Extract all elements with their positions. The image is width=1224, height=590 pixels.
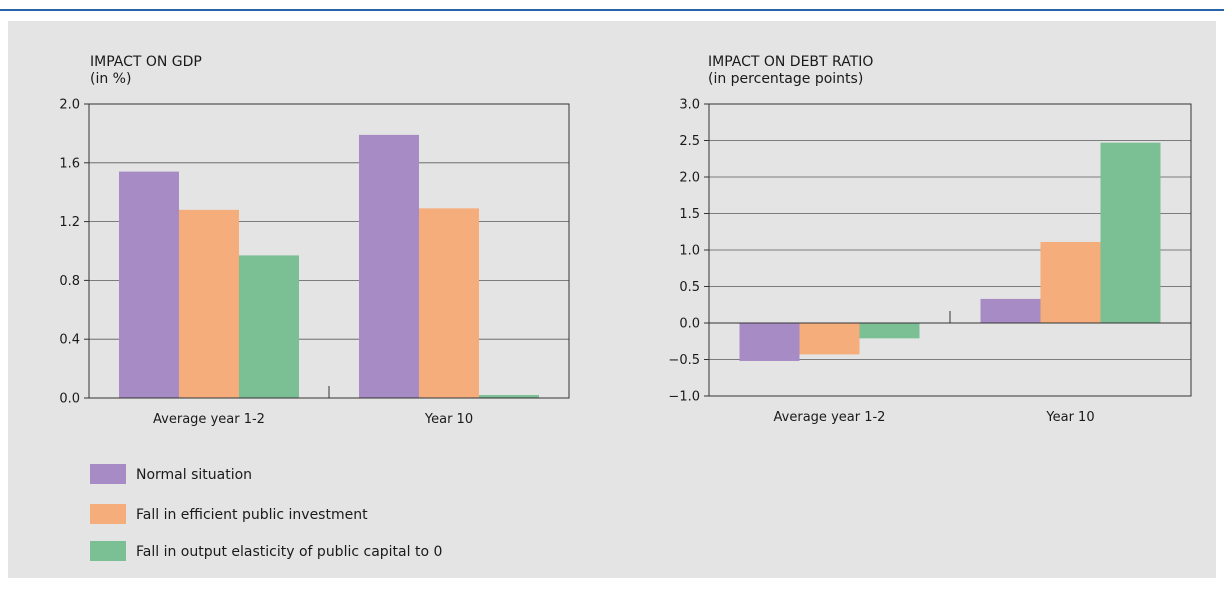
debt-plot-frame — [708, 103, 1192, 397]
bar-fall-in-output-elasticity-of-public-capital-to-0-year-10 — [1100, 142, 1161, 323]
bar-fall-in-output-elasticity-of-public-capital-to-0-year-10 — [479, 395, 539, 398]
bar-normal-situation-year-10 — [359, 134, 419, 398]
x-category-label: Average year 1-2 — [774, 410, 886, 425]
legend-item-normal-situation: Normal situation — [90, 464, 252, 484]
legend-item-fall-in-output-elasticity: Fall in output elasticity of public capi… — [90, 541, 442, 561]
bar-normal-situation-average-year-1-2 — [739, 323, 800, 361]
x-category-label: Year 10 — [1045, 410, 1094, 425]
y-tick-label: 0.0 — [59, 392, 80, 407]
chart-legend: Normal situation Fall in efficient publi… — [90, 464, 442, 561]
y-tick-label: 1.0 — [679, 244, 700, 259]
bar-fall-in-output-elasticity-of-public-capital-to-0-average-year-1-2 — [859, 323, 920, 339]
x-category-label: Year 10 — [424, 412, 473, 427]
gdp-chart-title: IMPACT ON GDP — [90, 54, 202, 70]
legend-swatch-fall-in-output-elasticity — [90, 541, 126, 561]
bar-normal-situation-average-year-1-2 — [119, 171, 179, 398]
y-tick-label: 1.5 — [679, 207, 700, 222]
debt-x-axis: Average year 1-2 Year 10 — [774, 311, 1095, 425]
y-tick-label: −1.0 — [668, 390, 700, 405]
debt-chart-subtitle: (in percentage points) — [708, 71, 863, 87]
bar-fall-in-efficient-public-investment-year-10 — [1040, 241, 1101, 323]
bar-fall-in-efficient-public-investment-year-10 — [419, 208, 479, 398]
legend-swatch-fall-in-efficient-public-investment — [90, 504, 126, 524]
bar-normal-situation-year-10 — [980, 298, 1041, 323]
y-tick-label: −0.5 — [668, 353, 700, 368]
y-tick-label: 1.6 — [59, 156, 80, 171]
y-tick-label: 1.2 — [59, 215, 80, 230]
bar-fall-in-efficient-public-investment-average-year-1-2 — [799, 323, 860, 355]
legend-label-fall-in-output-elasticity: Fall in output elasticity of public capi… — [136, 544, 442, 560]
y-tick-label: 2.0 — [59, 98, 80, 113]
gdp-bars — [89, 134, 569, 399]
x-category-label: Average year 1-2 — [153, 412, 265, 427]
y-tick-label: 0.8 — [59, 274, 80, 289]
bar-fall-in-efficient-public-investment-average-year-1-2 — [179, 209, 239, 398]
y-tick-label: 2.0 — [679, 171, 700, 186]
legend-item-fall-in-efficient-public-investment: Fall in efficient public investment — [90, 504, 368, 524]
gdp-chart-subtitle: (in %) — [90, 71, 131, 87]
top-rule — [0, 9, 1224, 11]
debt-bars — [709, 142, 1191, 361]
gdp-plot-frame — [88, 103, 570, 399]
gdp-y-axis: 0.0 0.4 0.8 1.2 1.6 2.0 — [59, 98, 89, 407]
legend-swatch-normal-situation — [90, 464, 126, 484]
gdp-chart: IMPACT ON GDP (in %) 0.00.40.81.21.62.0 … — [59, 54, 570, 427]
gdp-x-axis: Average year 1-2 Year 10 — [153, 386, 473, 427]
y-tick-label: 0.0 — [679, 317, 700, 332]
y-tick-label: 2.5 — [679, 134, 700, 149]
debt-chart-title: IMPACT ON DEBT RATIO — [708, 54, 873, 70]
bar-fall-in-output-elasticity-of-public-capital-to-0-average-year-1-2 — [239, 255, 299, 398]
legend-label-normal-situation: Normal situation — [136, 467, 252, 483]
debt-y-axis: −1.0 −0.5 0.0 0.5 1.0 1.5 2.0 2.5 3.0 — [668, 98, 709, 405]
y-tick-label: 0.4 — [59, 333, 80, 348]
debt-chart: IMPACT ON DEBT RATIO (in percentage poin… — [668, 54, 1192, 425]
legend-label-fall-in-efficient-public-investment: Fall in efficient public investment — [136, 507, 368, 523]
y-tick-label: 3.0 — [679, 98, 700, 113]
y-tick-label: 0.5 — [679, 280, 700, 295]
